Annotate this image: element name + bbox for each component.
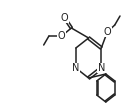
Text: N: N [98, 63, 105, 73]
Text: N: N [72, 63, 80, 73]
Text: O: O [58, 31, 65, 41]
Text: O: O [103, 27, 111, 37]
Text: O: O [61, 13, 68, 23]
